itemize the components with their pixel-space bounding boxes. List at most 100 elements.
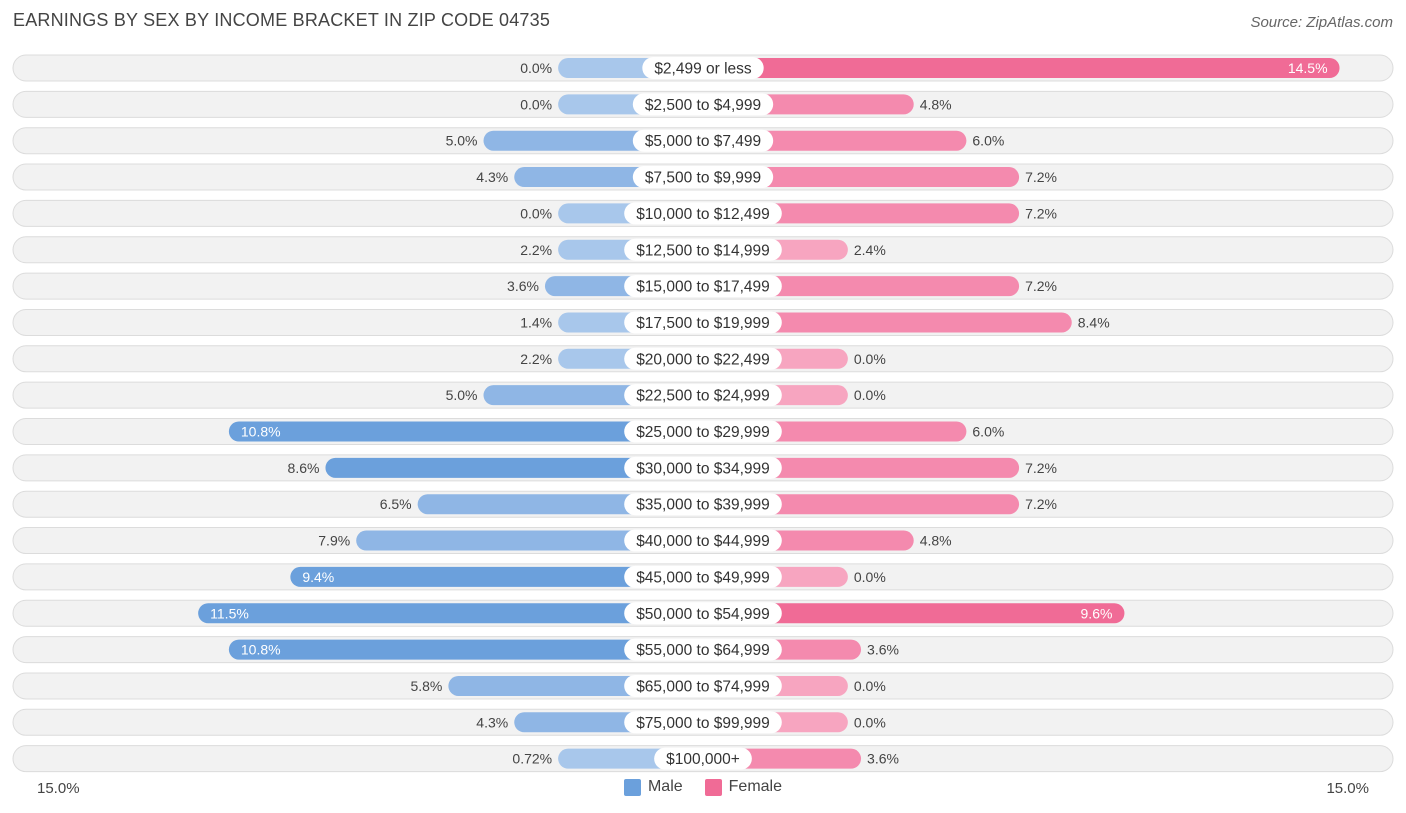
bar-female bbox=[703, 167, 1020, 188]
chart-title: EARNINGS BY SEX BY INCOME BRACKET IN ZIP… bbox=[13, 10, 551, 30]
category-pill bbox=[632, 129, 774, 152]
bar-male bbox=[228, 421, 703, 442]
bar-female bbox=[703, 494, 1020, 515]
value-label-male: 11.5% bbox=[210, 605, 249, 621]
category-pill bbox=[624, 238, 782, 261]
value-label-male: 9.4% bbox=[302, 569, 334, 585]
category-label: $35,000 to $39,999 bbox=[636, 497, 770, 514]
category-pill bbox=[624, 638, 782, 661]
value-label-female: 3.6% bbox=[867, 751, 899, 767]
value-label-male: 5.8% bbox=[410, 678, 442, 694]
category-label: $12,500 to $14,999 bbox=[636, 242, 770, 259]
bar-male bbox=[228, 639, 703, 660]
category-pill bbox=[624, 420, 782, 443]
category-label: $40,000 to $44,999 bbox=[636, 533, 770, 550]
legend-label-female: Female bbox=[728, 778, 783, 795]
category-label: $65,000 to $74,999 bbox=[636, 678, 770, 695]
legend: Male Female bbox=[0, 778, 1406, 796]
category-label: $5,000 to $7,499 bbox=[645, 133, 761, 150]
value-label-male: 10.8% bbox=[241, 642, 281, 658]
value-label-female: 6.0% bbox=[972, 424, 1004, 440]
value-label-male: 0.0% bbox=[520, 60, 552, 76]
value-label-female: 6.0% bbox=[972, 133, 1004, 149]
value-label-female: 0.0% bbox=[854, 678, 886, 694]
value-label-male: 3.6% bbox=[507, 278, 539, 294]
bar-female bbox=[703, 603, 1125, 624]
axis-label-left: 15.0% bbox=[37, 780, 80, 797]
category-pill bbox=[624, 347, 782, 370]
category-pill bbox=[624, 275, 782, 298]
category-pill bbox=[632, 166, 774, 189]
category-pill bbox=[642, 57, 764, 79]
category-label: $50,000 to $54,999 bbox=[636, 606, 770, 623]
value-label-male: 5.0% bbox=[446, 387, 478, 403]
category-pill bbox=[624, 384, 782, 407]
category-label: $2,499 or less bbox=[654, 61, 752, 78]
category-pill bbox=[632, 93, 774, 116]
value-label-male: 1.4% bbox=[520, 314, 552, 330]
source-label: Source: ZipAtlas.com bbox=[1250, 14, 1393, 31]
value-label-female: 7.2% bbox=[1025, 496, 1057, 512]
value-label-male: 8.6% bbox=[288, 460, 320, 476]
category-label: $22,500 to $24,999 bbox=[636, 388, 770, 405]
bar-female bbox=[703, 276, 1020, 297]
category-pill bbox=[624, 311, 782, 334]
value-label-female: 7.2% bbox=[1025, 460, 1057, 476]
category-pill bbox=[624, 456, 782, 479]
value-label-female: 0.0% bbox=[854, 714, 886, 730]
value-label-male: 0.0% bbox=[520, 205, 552, 221]
category-label: $17,500 to $19,999 bbox=[636, 315, 770, 332]
bar-male bbox=[356, 530, 703, 551]
category-label: $75,000 to $99,999 bbox=[636, 715, 770, 732]
category-pill bbox=[624, 674, 782, 697]
category-pill bbox=[624, 565, 782, 588]
legend-label-male: Male bbox=[647, 778, 683, 795]
value-label-male: 10.8% bbox=[241, 424, 281, 440]
value-label-female: 8.4% bbox=[1078, 314, 1110, 330]
value-label-female: 7.2% bbox=[1025, 278, 1057, 294]
category-pill bbox=[624, 202, 782, 225]
value-label-male: 2.2% bbox=[520, 351, 552, 367]
value-label-male: 7.9% bbox=[318, 533, 350, 549]
value-label-female: 0.0% bbox=[854, 351, 886, 367]
category-pill bbox=[624, 493, 782, 516]
bar-male bbox=[325, 457, 703, 478]
value-label-female: 14.5% bbox=[1288, 60, 1328, 76]
legend-item-male: Male bbox=[623, 778, 683, 796]
bar-female bbox=[703, 58, 1340, 78]
bar-male bbox=[290, 566, 703, 587]
category-label: $45,000 to $49,999 bbox=[636, 569, 770, 586]
value-label-female: 4.8% bbox=[920, 533, 952, 549]
category-pill bbox=[624, 711, 782, 734]
value-label-male: 2.2% bbox=[520, 242, 552, 258]
value-label-female: 7.2% bbox=[1025, 205, 1057, 221]
category-label: $7,500 to $9,999 bbox=[645, 170, 761, 187]
category-pill bbox=[624, 529, 782, 552]
category-label: $10,000 to $12,499 bbox=[636, 206, 770, 223]
value-label-male: 6.5% bbox=[380, 496, 412, 512]
value-label-male: 4.3% bbox=[476, 714, 508, 730]
value-label-male: 5.0% bbox=[446, 133, 478, 149]
value-label-female: 4.8% bbox=[920, 96, 952, 112]
value-label-female: 3.6% bbox=[867, 642, 899, 658]
category-label: $30,000 to $34,999 bbox=[636, 460, 770, 477]
bar-female bbox=[703, 312, 1072, 333]
bar-female bbox=[703, 457, 1020, 478]
category-pill bbox=[654, 747, 752, 770]
value-label-male: 4.3% bbox=[476, 169, 508, 185]
legend-item-female: Female bbox=[704, 778, 783, 796]
category-label: $2,500 to $4,999 bbox=[645, 97, 761, 114]
value-label-female: 0.0% bbox=[854, 387, 886, 403]
legend-swatch-female bbox=[704, 778, 722, 796]
value-label-male: 0.72% bbox=[512, 751, 552, 767]
value-label-female: 0.0% bbox=[854, 569, 886, 585]
bar-male bbox=[198, 603, 703, 624]
axis-label-right: 15.0% bbox=[1326, 780, 1369, 797]
category-pill bbox=[624, 602, 782, 625]
legend-swatch-male bbox=[623, 778, 641, 796]
category-label: $25,000 to $29,999 bbox=[636, 424, 770, 441]
category-label: $55,000 to $64,999 bbox=[636, 642, 770, 659]
bar-female bbox=[703, 203, 1020, 224]
value-label-female: 2.4% bbox=[854, 242, 886, 258]
